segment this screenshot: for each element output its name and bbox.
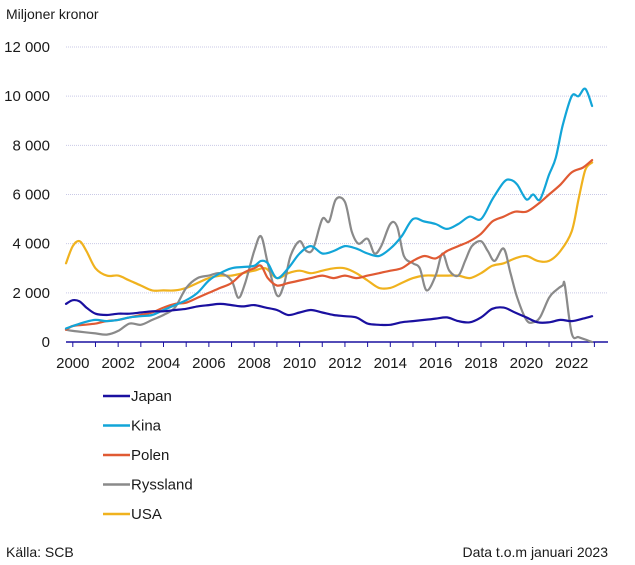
x-axis [66,341,608,347]
y-axis-label: Miljoner kronor [6,6,99,22]
y-tick-label: 4 000 [12,236,50,253]
series-lines [64,87,594,344]
y-tick-label: 0 [42,334,50,351]
y-tick-label: 8 000 [12,137,50,154]
x-tick-labels: 2000 2002 2004 2006 2008 2010 2012 2014 2016 2018… [56,355,588,372]
legend-label: Ryssland [131,477,193,494]
series-line-ryssland [64,196,594,344]
x-tick-label: 2000 [56,355,89,372]
x-tick-label: 2016 [419,355,452,372]
x-tick-label: 2012 [328,355,361,372]
legend-label: Polen [131,447,169,464]
series-line-usa [64,161,594,292]
y-tick-labels: 0 2 000 4 000 6 000 8 000 10 000 12 000 [4,39,50,351]
x-tick-label: 2014 [374,355,407,372]
data-note: Data t.o.m januari 2023 [462,544,608,560]
x-tick-label: 2018 [464,355,497,372]
legend-label: USA [131,506,162,523]
x-tick-label: 2010 [283,355,316,372]
y-tick-label: 12 000 [4,39,50,56]
y-tick-label: 6 000 [12,187,50,204]
grid [66,46,608,294]
x-tick-label: 2006 [192,355,225,372]
x-tick-label: 2008 [238,355,271,372]
legend-label: Kina [131,418,162,435]
y-tick-label: 10 000 [4,88,50,105]
x-tick-label: 2004 [147,355,180,372]
x-tick-label: 2022 [555,355,588,372]
x-tick-label: 2020 [510,355,543,372]
series-line-polen [64,159,594,331]
legend-label: Japan [131,388,172,405]
legend: Japan Kina Polen Ryssland USA [103,388,193,523]
source-note: Källa: SCB [6,544,74,560]
y-tick-label: 2 000 [12,285,50,302]
series-line-japan [64,298,594,327]
x-tick-label: 2002 [101,355,134,372]
